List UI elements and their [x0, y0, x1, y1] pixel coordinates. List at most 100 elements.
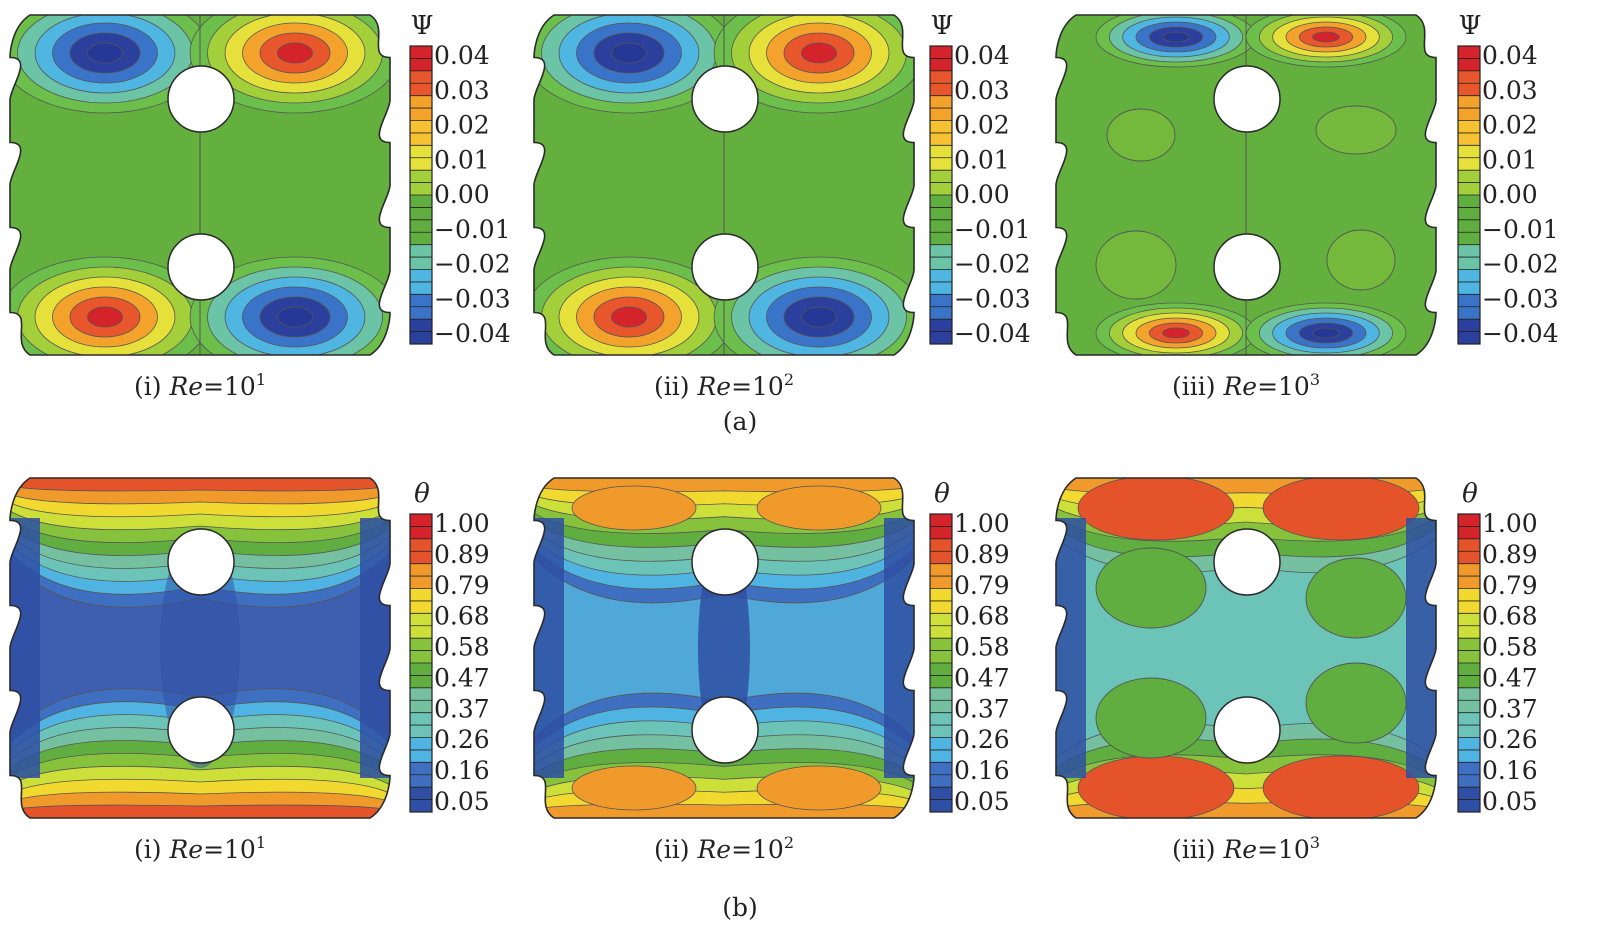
colorbar-tick-label: 0.02 [1482, 111, 1538, 140]
colorbar-tick-label: 0.01 [1482, 145, 1538, 174]
colorbar-tick-label: 0.68 [434, 602, 490, 631]
colorbar-tick-label: 0.04 [1482, 41, 1538, 70]
colorbar-tick-label: 0.03 [954, 76, 1010, 105]
colorbar-tick-label: 0.05 [434, 787, 490, 816]
colorbar-tick-label: 0.37 [434, 694, 490, 723]
row-b-label: (b) [722, 893, 758, 922]
contour-field [1056, 478, 1436, 818]
colorbar-tick-label: 0.02 [434, 111, 490, 140]
caption-re: Re [1222, 835, 1257, 864]
colorbar-tick-label: −0.01 [434, 215, 511, 244]
colorbar-tick-label: 0.89 [1482, 540, 1538, 569]
colorbar-psi-1: Ψ0.04 0.03 0.02 0.01 0.00 −0.01 −0.02 −0.03 −0.0… [409, 11, 511, 348]
caption-exp: 2 [784, 833, 794, 852]
colorbar-tick-label: 0.26 [1482, 725, 1538, 754]
colorbar-tick-label: 0.79 [434, 571, 490, 600]
contour-field [1056, 15, 1436, 355]
cylinder-bottom [167, 233, 235, 301]
colorbar-tick-label: 0.58 [434, 633, 490, 662]
colorbar-tick-label: 0.01 [954, 145, 1010, 174]
cylinder-bottom [1213, 696, 1281, 764]
domain-outline [9, 477, 391, 819]
colorbar-tick-label: 0.04 [434, 41, 490, 70]
cylinder-bottom [167, 696, 235, 764]
caption-eq: =10 [1257, 835, 1310, 864]
colorbar-tick-label: 0.89 [954, 540, 1010, 569]
caption-eq: =10 [203, 372, 256, 401]
colorbar-tick-label: 0.47 [954, 663, 1010, 692]
cylinder-top [167, 65, 235, 133]
panel-b-iii [1055, 477, 1437, 819]
domain-outline [1055, 477, 1437, 819]
colorbar-title: θ [1462, 479, 1478, 509]
domain-outline [533, 14, 915, 356]
panel-b-i [9, 477, 391, 819]
colorbar-tick-label: −0.02 [1482, 250, 1559, 279]
colorbar-psi-3: Ψ0.04 0.03 0.02 0.01 0.00 −0.01 −0.02 −0.03 −0.0… [1457, 11, 1559, 348]
cylinder-bottom [691, 233, 759, 301]
caption-eq: =10 [731, 835, 784, 864]
panel-a-iii [1055, 14, 1437, 356]
panel-caption: (iii) Re=103 [1172, 833, 1320, 864]
colorbar-tick-label: 0.68 [1482, 602, 1538, 631]
panel-caption: (i) Re=101 [134, 370, 266, 401]
colorbar-tick-label: 0.16 [954, 756, 1010, 785]
colorbar-tick-label: 0.68 [954, 602, 1010, 631]
colorbar-tick-label: 0.47 [1482, 663, 1538, 692]
colorbar-theta-1: θ1.000.890.790.680.580.470.370.260.160.0… [409, 479, 490, 816]
caption-re: Re [168, 835, 203, 864]
caption-exp: 1 [256, 370, 266, 389]
colorbar-tick-label: 0.05 [954, 787, 1010, 816]
domain-outline [1055, 14, 1437, 356]
colorbar-theta-2: θ1.000.890.790.680.580.470.370.260.160.0… [929, 479, 1010, 816]
caption-exp: 1 [256, 833, 266, 852]
colorbar-tick-label: 0.37 [954, 694, 1010, 723]
cylinder-top [1213, 65, 1281, 133]
panel-b-ii [533, 477, 915, 819]
colorbar-title: Ψ [411, 11, 434, 41]
caption-eq: =10 [731, 372, 784, 401]
colorbar-tick-label: −0.02 [954, 250, 1031, 279]
colorbar-psi-2: Ψ0.04 0.03 0.02 0.01 0.00 −0.01 −0.02 −0.03 −0.0… [929, 11, 1031, 348]
cylinder-bottom [691, 696, 759, 764]
colorbar-tick-label: 0.26 [954, 725, 1010, 754]
colorbar-title: θ [414, 479, 430, 509]
caption-roman: (i) [134, 835, 169, 864]
panel-caption: (ii) Re=102 [654, 833, 794, 864]
cylinder-top [167, 528, 235, 596]
cylinder-top [691, 528, 759, 596]
colorbar-tick-label: 1.00 [434, 509, 490, 538]
caption-re: Re [696, 835, 731, 864]
colorbar-tick-label: −0.03 [1482, 284, 1559, 313]
colorbar-tick-label: 0.37 [1482, 694, 1538, 723]
cylinder-top [1213, 528, 1281, 596]
panel-caption: (iii) Re=103 [1172, 370, 1320, 401]
colorbar-tick-label: −0.03 [434, 284, 511, 313]
colorbar-tick-label: 0.04 [954, 41, 1010, 70]
colorbar-tick-label: −0.04 [954, 319, 1031, 348]
colorbar-tick-label: 0.58 [1482, 633, 1538, 662]
caption-re: Re [168, 372, 203, 401]
colorbar-tick-label: 0.26 [434, 725, 490, 754]
panel-caption: (ii) Re=102 [654, 370, 794, 401]
caption-eq: =10 [203, 835, 256, 864]
colorbar-title: Ψ [931, 11, 954, 41]
domain-outline [9, 14, 391, 356]
contour-field [534, 15, 914, 355]
caption-eq: =10 [1257, 372, 1310, 401]
colorbar-tick-label: 0.03 [434, 76, 490, 105]
colorbar-tick-label: 1.00 [954, 509, 1010, 538]
domain-outline [533, 477, 915, 819]
colorbar-theta-3: θ1.000.890.790.680.580.470.370.260.160.0… [1457, 479, 1538, 816]
colorbar-tick-label: 0.16 [434, 756, 490, 785]
panel-a-i [9, 14, 391, 356]
colorbar-title: θ [934, 479, 950, 509]
caption-re: Re [1222, 372, 1257, 401]
colorbar-tick-label: −0.01 [1482, 215, 1559, 244]
caption-re: Re [696, 372, 731, 401]
panel-a-ii [533, 14, 915, 356]
colorbar-tick-label: 0.79 [1482, 571, 1538, 600]
cylinder-top [691, 65, 759, 133]
colorbar-tick-label: 0.03 [1482, 76, 1538, 105]
colorbar-tick-label: 0.16 [1482, 756, 1538, 785]
